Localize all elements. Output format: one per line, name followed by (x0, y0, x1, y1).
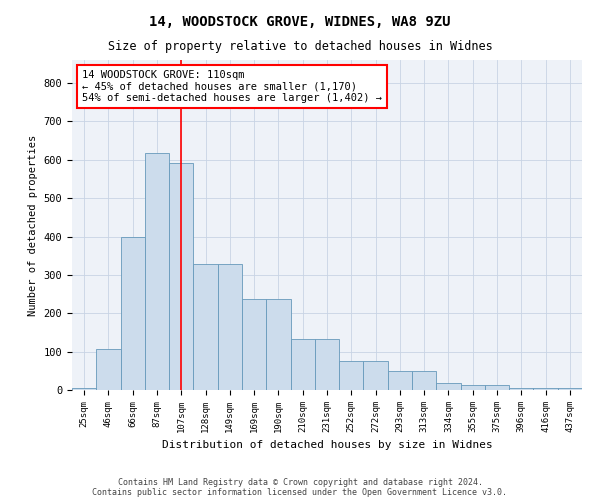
Bar (145, 153, 169, 390)
Text: 14, WOODSTOCK GROVE, WIDNES, WA8 9ZU: 14, WOODSTOCK GROVE, WIDNES, WA8 9ZU (149, 15, 451, 29)
Y-axis label: Number of detached properties: Number of detached properties (28, 134, 38, 316)
Bar (485, 386, 509, 390)
Bar (436, 384, 461, 390)
X-axis label: Distribution of detached houses by size in Widnes: Distribution of detached houses by size … (161, 440, 493, 450)
Bar (461, 386, 485, 390)
Bar (266, 300, 290, 390)
Bar (169, 163, 193, 390)
Bar (388, 371, 412, 390)
Bar (290, 339, 315, 390)
Bar (509, 388, 533, 390)
Bar (339, 361, 364, 390)
Bar (218, 264, 242, 390)
Bar (364, 361, 388, 390)
Bar (96, 349, 121, 390)
Bar (412, 371, 436, 390)
Bar (72, 388, 96, 390)
Bar (242, 300, 266, 390)
Bar (533, 388, 558, 390)
Bar (121, 236, 145, 390)
Text: 14 WOODSTOCK GROVE: 110sqm
← 45% of detached houses are smaller (1,170)
54% of s: 14 WOODSTOCK GROVE: 110sqm ← 45% of deta… (82, 70, 382, 103)
Bar (193, 264, 218, 390)
Text: Size of property relative to detached houses in Widnes: Size of property relative to detached ho… (107, 40, 493, 53)
Bar (315, 339, 339, 390)
Text: Contains HM Land Registry data © Crown copyright and database right 2024.
Contai: Contains HM Land Registry data © Crown c… (92, 478, 508, 497)
Bar (558, 388, 582, 390)
